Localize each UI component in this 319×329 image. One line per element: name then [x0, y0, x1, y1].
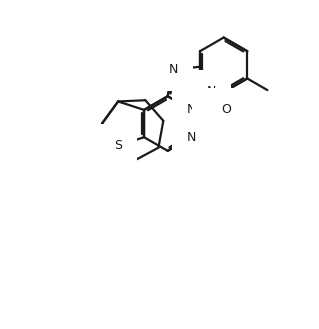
Text: S: S	[114, 139, 122, 152]
Text: N: N	[169, 63, 178, 76]
Text: N: N	[187, 131, 196, 144]
Text: N: N	[187, 103, 196, 116]
Text: N: N	[207, 85, 216, 98]
Text: O: O	[221, 103, 231, 116]
